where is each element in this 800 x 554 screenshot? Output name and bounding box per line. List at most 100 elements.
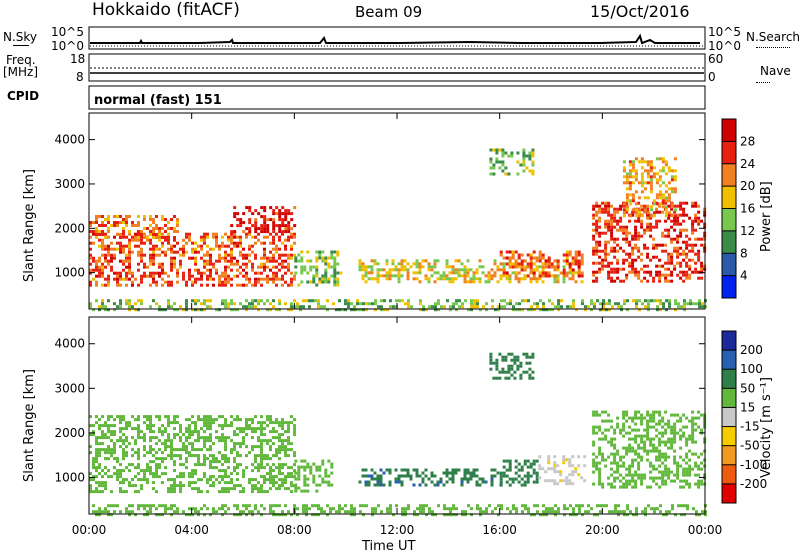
echo-cell [155,233,158,236]
echo-cell [487,277,491,281]
echo-cell [176,421,179,425]
echo-cell [152,436,155,440]
echo-cell [604,207,608,211]
echo-cell [652,214,656,218]
echo-cell [496,268,500,272]
echo-cell [671,504,674,508]
echo-cell [646,181,650,185]
echo-cell [122,230,125,233]
echo-cell [361,262,365,266]
echo-cell [625,240,629,244]
echo-cell [502,465,506,469]
echo-region [89,415,296,494]
echo-cell [658,243,662,247]
echo-cell [679,464,683,468]
colorbar-swatch [722,253,736,276]
echo-cell [119,277,122,281]
echo-cell [628,473,632,477]
echo-cell [98,427,101,431]
echo-cell [628,243,632,247]
echo-cell [367,480,371,484]
echo-cell [122,232,125,236]
echo-cell [269,478,272,482]
echo-cell [650,299,653,303]
echo-cell [152,481,155,485]
echo-cell [131,484,134,488]
echo-cell [458,299,461,303]
echo-cell [203,308,206,312]
echo-cell [658,279,662,283]
echo-cell [580,256,584,260]
echo-cell [119,259,122,263]
echo-cell [547,265,551,269]
echo-cell [242,253,245,257]
echo-cell [515,302,518,306]
echo-cell [691,204,695,208]
echo-cell [676,222,680,226]
echo-cell [191,513,194,517]
echo-cell [595,249,599,253]
echo-cell [257,302,260,306]
echo-cell [125,221,128,224]
echo-cell [373,471,377,475]
echo-cell [495,358,499,362]
echo-cell [182,433,185,437]
echo-cell [209,513,212,517]
echo-cell [637,208,641,212]
echo-cell [493,271,497,275]
echo-cell [409,474,413,478]
echo-cell [617,305,620,309]
echo-cell [481,480,485,484]
echo-cell [397,268,401,272]
echo-cell [694,219,698,223]
echo-cell [278,224,282,228]
echo-cell [182,475,185,479]
echo-cell [451,265,455,269]
echo-cell [137,457,140,461]
echo-cell [670,479,674,483]
echo-cell [119,241,122,245]
echo-cell [472,271,476,275]
echo-cell [104,236,107,239]
echo-cell [113,448,116,452]
echo-cell [332,302,335,306]
echo-cell [554,513,557,517]
echo-cell [321,277,325,281]
echo-cell [233,256,236,260]
echo-cell [676,461,680,465]
echo-cell [98,510,101,514]
echo-cell [556,470,560,474]
echo-cell [512,507,515,511]
echo-cell [649,225,653,229]
echo-cell [619,428,623,432]
echo-cell [242,274,245,278]
echo-cell [592,431,596,435]
echo-cell [700,452,704,456]
echo-cell [598,210,602,214]
echo-cell [203,415,206,419]
echo-cell [263,268,266,272]
echo-cell [89,433,92,437]
echo-cell [167,415,170,419]
echo-cell [661,249,665,253]
echo-cell [287,253,290,257]
echo-cell [330,465,334,469]
echo-cell [221,463,224,467]
echo-cell [511,477,515,481]
echo-cell [173,236,176,239]
echo-cell [245,256,248,260]
echo-cell [266,299,269,303]
echo-cell [463,271,467,275]
echo-cell [128,463,131,467]
echo-cell [688,437,692,441]
echo-cell [528,361,532,365]
echo-cell [104,283,107,287]
echo-cell [673,428,677,432]
echo-cell [143,415,146,419]
echo-cell [107,277,110,281]
echo-cell [224,487,227,491]
echo-cell [134,308,137,312]
echo-cell [631,461,635,465]
echo-cell [401,299,404,303]
echo-cell [194,427,197,431]
